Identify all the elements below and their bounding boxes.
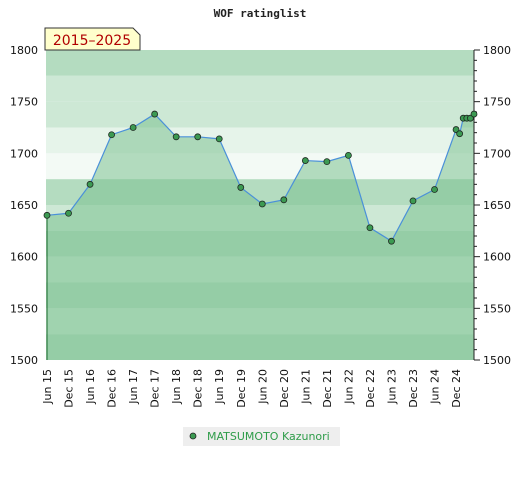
legend: MATSUMOTO Kazunori (183, 427, 340, 446)
data-point (215, 135, 223, 143)
x-tick-label: Jun 22 (342, 369, 355, 405)
y-tick-label-right: 1700 (483, 147, 511, 160)
y-axis-left-labels: 1500 1550 1600 1650 1700 1750 1800 (10, 44, 38, 367)
y-tick-label-left: 1750 (10, 96, 38, 109)
y-tick-label-left: 1550 (10, 302, 38, 315)
legend-marker (189, 432, 197, 440)
x-tick-label: Dec 17 (149, 369, 162, 408)
x-tick-label: Dec 20 (278, 369, 291, 408)
data-point (409, 197, 417, 205)
data-point (470, 110, 478, 118)
y-tick-label-left: 1650 (10, 199, 38, 212)
badge-text: 2015–2025 (53, 33, 131, 49)
data-point (151, 110, 159, 118)
band-1 (46, 75, 474, 102)
x-tick-label: Dec 24 (450, 369, 463, 408)
y-tick-label-right: 1650 (483, 199, 511, 212)
x-tick-label: Dec 18 (192, 369, 205, 408)
year-range-badge: 2015–2025 (44, 27, 141, 51)
data-point (431, 186, 438, 193)
y-tick-label-left: 1800 (10, 44, 38, 57)
x-tick-label: Dec 22 (364, 369, 377, 408)
y-tick-label-left: 1700 (10, 147, 38, 160)
x-tick-label: Jun 19 (213, 369, 226, 405)
x-tick-label: Jun 23 (385, 369, 398, 405)
x-tick-label: Dec 23 (407, 369, 420, 408)
data-point (172, 133, 180, 141)
data-markers (43, 110, 478, 245)
axes (46, 49, 480, 361)
x-tick-label: Jun 18 (170, 369, 183, 405)
y-tick-label-right: 1550 (483, 302, 511, 315)
legend-series-label: MATSUMOTO Kazunori (207, 430, 330, 443)
y-tick-label-left: 1600 (10, 251, 38, 264)
x-tick-label: Dec 16 (106, 369, 119, 408)
x-tick-label: Jun 15 (41, 369, 54, 405)
x-tick-label: Dec 15 (63, 369, 76, 408)
badge-shape (44, 27, 141, 51)
data-point (43, 211, 51, 219)
x-tick-label: Dec 19 (235, 369, 248, 408)
data-point (65, 209, 72, 217)
x-tick-label: Jun 20 (256, 369, 269, 405)
y-tick-label-right: 1800 (483, 44, 511, 57)
x-tick-label: Jun 17 (127, 369, 140, 405)
data-point (86, 180, 94, 188)
y-axis-right-labels: 1500 1550 1600 1650 1700 1750 1800 (483, 44, 511, 367)
y-tick-label-right: 1500 (483, 354, 511, 367)
legend-background (183, 427, 340, 446)
data-point (129, 124, 137, 131)
data-point (108, 131, 115, 139)
data-point (237, 184, 245, 191)
area-fill (47, 114, 474, 360)
y-tick-label-right: 1600 (483, 251, 511, 264)
y-tick-label-right: 1750 (483, 96, 511, 109)
data-point (366, 224, 374, 232)
band-2 (46, 101, 474, 128)
data-point (323, 158, 331, 166)
x-axis-labels: Jun 15 Dec 15 Jun 16 Dec 16 Jun 17 Dec 17 Jun … (41, 369, 463, 408)
x-tick-label: Dec 21 (321, 369, 334, 408)
y-tick-label-left: 1500 (10, 354, 38, 367)
data-point (280, 196, 288, 204)
data-point (194, 133, 202, 141)
x-tick-label: Jun 24 (429, 369, 442, 405)
x-tick-label: Jun 16 (84, 369, 97, 405)
data-point (258, 200, 266, 208)
data-point (456, 130, 464, 138)
data-point (301, 157, 309, 164)
x-tick-label: Jun 21 (299, 369, 312, 405)
data-point (345, 151, 352, 159)
data-point (388, 237, 395, 245)
band-0 (46, 50, 474, 76)
chart-title: WOF ratinglist (214, 7, 307, 20)
